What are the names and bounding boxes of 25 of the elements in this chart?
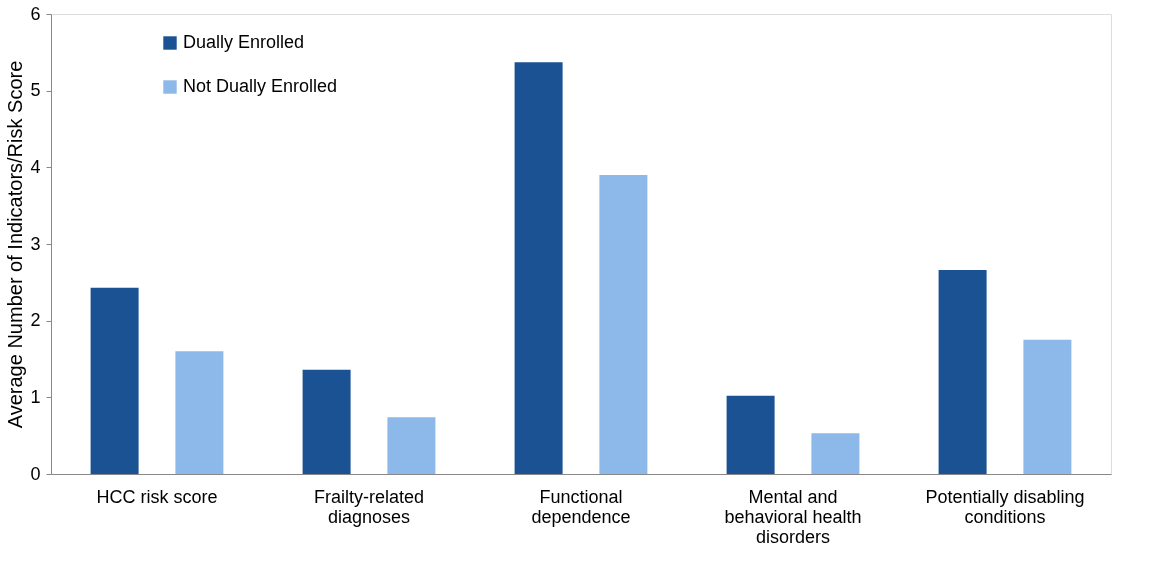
bar bbox=[726, 395, 775, 474]
bar bbox=[90, 287, 139, 474]
x-tick-label: Potentially disabling conditions bbox=[925, 486, 1085, 527]
bar bbox=[514, 62, 563, 474]
x-tick-label: Frailty-related diagnoses bbox=[313, 486, 425, 527]
bar bbox=[811, 433, 860, 474]
bar bbox=[938, 270, 987, 474]
x-tick-label: Functional dependence bbox=[531, 486, 631, 527]
bar bbox=[599, 175, 648, 474]
y-axis-title: Average Number of Indicators/Risk Score bbox=[4, 60, 27, 429]
bar bbox=[1023, 339, 1072, 474]
legend-label: Not Dually Enrolled bbox=[183, 76, 338, 96]
y-tick-label: 1 bbox=[30, 386, 41, 407]
x-tick-label: HCC risk score bbox=[96, 486, 218, 507]
x-tick-label: Mental and behavioral health disorders bbox=[724, 486, 862, 547]
y-tick-label: 4 bbox=[30, 156, 41, 177]
y-tick-label: 2 bbox=[30, 310, 41, 331]
y-tick-label: 5 bbox=[30, 80, 41, 101]
y-tick-label: 6 bbox=[30, 3, 41, 24]
bar bbox=[302, 369, 351, 474]
y-tick-label: 3 bbox=[30, 233, 41, 254]
bar bbox=[387, 417, 436, 474]
y-tick-label: 0 bbox=[30, 463, 41, 484]
legend-label: Dually Enrolled bbox=[183, 32, 305, 52]
bar bbox=[175, 351, 224, 474]
